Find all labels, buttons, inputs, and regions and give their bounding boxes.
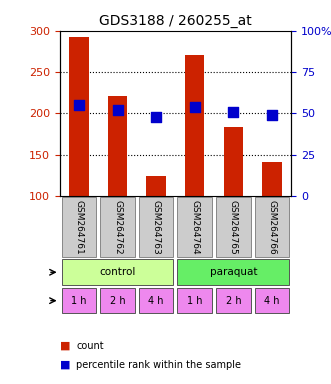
FancyBboxPatch shape	[62, 197, 96, 257]
Bar	[262, 162, 282, 196]
Text: ■: ■	[60, 341, 70, 351]
FancyBboxPatch shape	[139, 197, 173, 257]
Point	[115, 107, 120, 113]
FancyBboxPatch shape	[62, 288, 96, 313]
FancyBboxPatch shape	[100, 288, 135, 313]
Text: 4 h: 4 h	[148, 296, 164, 306]
Text: GSM264764: GSM264764	[190, 200, 199, 254]
Text: paraquat: paraquat	[210, 267, 257, 277]
FancyBboxPatch shape	[255, 197, 289, 257]
FancyBboxPatch shape	[100, 197, 135, 257]
FancyBboxPatch shape	[216, 288, 251, 313]
Bar	[146, 176, 166, 196]
Text: percentile rank within the sample: percentile rank within the sample	[76, 360, 241, 370]
Bar	[185, 55, 204, 196]
Text: count: count	[76, 341, 104, 351]
Point	[76, 102, 81, 108]
Point	[154, 114, 159, 120]
FancyBboxPatch shape	[177, 197, 212, 257]
Bar	[224, 127, 243, 196]
FancyBboxPatch shape	[62, 260, 173, 285]
Bar	[69, 36, 88, 196]
Text: 4 h: 4 h	[264, 296, 280, 306]
Text: control: control	[99, 267, 136, 277]
Text: GSM264765: GSM264765	[229, 200, 238, 255]
Point	[231, 109, 236, 115]
Text: 1 h: 1 h	[187, 296, 203, 306]
Text: GSM264763: GSM264763	[152, 200, 161, 255]
Point	[269, 112, 275, 118]
Text: ■: ■	[60, 360, 70, 370]
Title: GDS3188 / 260255_at: GDS3188 / 260255_at	[99, 14, 252, 28]
Text: 1 h: 1 h	[71, 296, 87, 306]
Text: GSM264766: GSM264766	[267, 200, 276, 255]
FancyBboxPatch shape	[255, 288, 289, 313]
Text: GSM264761: GSM264761	[74, 200, 83, 255]
FancyBboxPatch shape	[177, 260, 289, 285]
Text: 2 h: 2 h	[110, 296, 125, 306]
FancyBboxPatch shape	[177, 288, 212, 313]
FancyBboxPatch shape	[139, 288, 173, 313]
Bar	[108, 96, 127, 196]
Point	[192, 104, 197, 110]
Text: GSM264762: GSM264762	[113, 200, 122, 254]
Text: 2 h: 2 h	[225, 296, 241, 306]
FancyBboxPatch shape	[216, 197, 251, 257]
